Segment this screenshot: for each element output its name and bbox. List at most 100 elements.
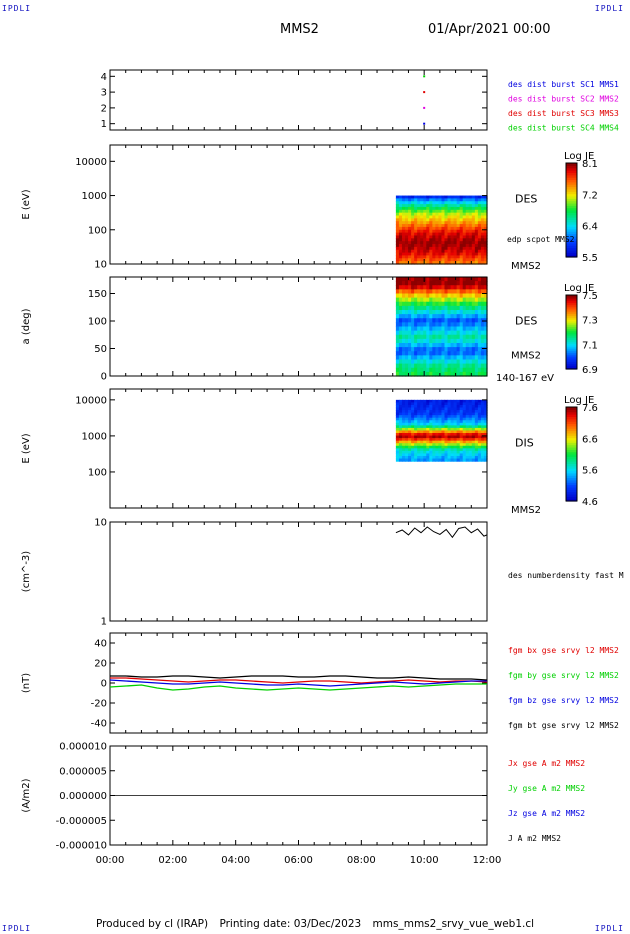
- des_energy-heatmap-cell: [426, 206, 430, 211]
- des_pitch-heatmap-cell: [420, 351, 424, 356]
- dis_energy-heatmap-cell: [450, 443, 455, 447]
- dis_energy-heatmap-cell: [474, 445, 479, 449]
- des_energy-heatmap-cell: [408, 229, 412, 234]
- des_energy-heatmap-cell: [465, 195, 470, 200]
- dis_energy-heatmap-cell: [417, 399, 421, 404]
- dis_energy-heatmap-cell: [417, 427, 421, 432]
- dis_energy-heatmap-cell: [420, 433, 424, 437]
- des_pitch-heatmap-cell: [477, 305, 482, 311]
- des_energy-heatmap-cell: [398, 235, 403, 239]
- dis_energy-heatmap-cell: [441, 435, 446, 439]
- des_pitch-heatmap-cell: [432, 285, 436, 290]
- dis_energy-heatmap-cell: [441, 458, 446, 462]
- dis_energy-heatmap-cell: [447, 438, 452, 442]
- des_pitch-heatmap-cell: [483, 301, 488, 307]
- dis_energy-heatmap-cell: [438, 425, 443, 429]
- des_energy-heatmap-cell: [465, 226, 470, 231]
- des_pitch-heatmap-cell: [438, 310, 443, 315]
- dis_energy-heatmap-cell: [423, 450, 427, 455]
- des_energy-colorbar-cell: [566, 195, 577, 199]
- dis_energy-heatmap-cell: [417, 412, 421, 416]
- des_energy-heatmap-cell: [474, 218, 479, 222]
- des_pitch-heatmap-cell: [462, 314, 467, 319]
- dis_energy-heatmap-cell: [462, 448, 467, 452]
- des_energy-heatmap-cell: [420, 241, 424, 245]
- des_pitch-heatmap-cell: [429, 318, 433, 323]
- dis_energy-heatmap-cell: [438, 450, 443, 455]
- des_pitch-heatmap-cell: [395, 289, 400, 295]
- des_energy-heatmap-cell: [471, 241, 476, 245]
- des_energy-heatmap-cell: [471, 224, 476, 228]
- dis_energy-heatmap-cell: [426, 458, 430, 462]
- des_pitch-heatmap-cell: [480, 297, 485, 303]
- dis_energy-heatmap-cell: [401, 402, 406, 406]
- des_energy-heatmap-cell: [408, 195, 412, 200]
- des_energy-heatmap-cell: [459, 261, 464, 265]
- des_energy-heatmap-cell: [426, 195, 430, 200]
- dis_energy-heatmap-cell: [459, 458, 464, 462]
- des_pitch-heatmap-cell: [468, 359, 473, 365]
- dis_energy-heatmap-cell: [477, 438, 482, 442]
- dis_energy-heatmap-cell: [453, 438, 458, 442]
- dis_energy-heatmap-cell: [456, 404, 461, 409]
- dis_energy-heatmap-cell: [471, 407, 476, 411]
- des_pitch-heatmap-cell: [465, 326, 470, 332]
- des_energy-heatmap-cell: [429, 201, 433, 205]
- des_energy-heatmap-cell: [471, 238, 476, 242]
- dis_energy-heatmap-cell: [405, 440, 409, 444]
- des_pitch-heatmap-cell: [477, 281, 482, 286]
- des_energy-heatmap-cell: [411, 255, 415, 259]
- dis_energy-heatmap-cell: [465, 448, 470, 452]
- des_energy-heatmap-cell: [468, 258, 473, 262]
- dis_energy-heatmap-cell: [429, 417, 433, 421]
- des_pitch-colorbar-cell: [566, 296, 577, 300]
- dis_energy-heatmap-cell: [447, 443, 452, 447]
- des_energy-heatmap-cell: [462, 221, 467, 225]
- des_pitch-heatmap-cell: [438, 318, 443, 323]
- dis_energy-heatmap-cell: [450, 458, 455, 462]
- des_energy-heatmap-cell: [401, 258, 406, 262]
- des_energy-heatmap-cell: [462, 232, 467, 237]
- des_energy-heatmap-cell: [447, 209, 452, 214]
- dis_energy-heatmap-cell: [456, 427, 461, 432]
- des_energy-heatmap-cell: [483, 238, 488, 242]
- dis_energy-heatmap-cell: [480, 404, 485, 409]
- des_energy-heatmap-cell: [462, 224, 467, 228]
- dis_energy-heatmap-cell: [435, 440, 440, 444]
- dis_energy-heatmap-cell: [483, 455, 488, 460]
- des_pitch-heatmap-cell: [395, 351, 400, 356]
- dis_energy-heatmap-cell: [444, 427, 449, 432]
- des_energy-heatmap-cell: [465, 252, 470, 257]
- dis_energy-heatmap-cell: [429, 445, 433, 449]
- des_energy-heatmap-cell: [480, 238, 485, 242]
- dis_energy-heatmap-cell: [477, 440, 482, 444]
- des_energy-heatmap-cell: [423, 261, 427, 265]
- des_pitch-heatmap-cell: [468, 322, 473, 328]
- des_pitch-heatmap-cell: [459, 330, 464, 336]
- des_pitch-heatmap-cell: [459, 343, 464, 348]
- des_pitch-heatmap-cell: [438, 297, 443, 303]
- des_pitch-heatmap-cell: [477, 297, 482, 303]
- des_energy-heatmap-cell: [471, 221, 476, 225]
- des_energy-heatmap-cell: [432, 212, 436, 217]
- des_pitch-heatmap-cell: [405, 343, 409, 348]
- des_pitch-heatmap-cell: [444, 343, 449, 348]
- dis_energy-heatmap-cell: [395, 448, 400, 452]
- des_energy-heatmap-cell: [426, 209, 430, 214]
- dis_energy-heatmap-cell: [395, 438, 400, 442]
- des_pitch-heatmap-cell: [401, 285, 406, 290]
- des_pitch-heatmap-cell: [426, 277, 430, 282]
- des_pitch-heatmap-cell: [471, 363, 476, 369]
- des_energy-heatmap-cell: [423, 252, 427, 257]
- des_pitch-heatmap-cell: [450, 371, 455, 377]
- des_pitch-heatmap-cell: [474, 338, 479, 344]
- dis_energy-heatmap-cell: [447, 407, 452, 411]
- dis_energy-colorbar-tick: 7.6: [582, 403, 598, 414]
- des_pitch-heatmap-cell: [405, 359, 409, 365]
- des_pitch-heatmap-cell: [420, 363, 424, 369]
- des_energy-heatmap-cell: [411, 229, 415, 234]
- des_pitch-heatmap-cell: [450, 338, 455, 344]
- dis_energy-heatmap-cell: [432, 399, 436, 404]
- des_energy-heatmap-cell: [414, 258, 418, 262]
- des_pitch-heatmap-cell: [450, 367, 455, 373]
